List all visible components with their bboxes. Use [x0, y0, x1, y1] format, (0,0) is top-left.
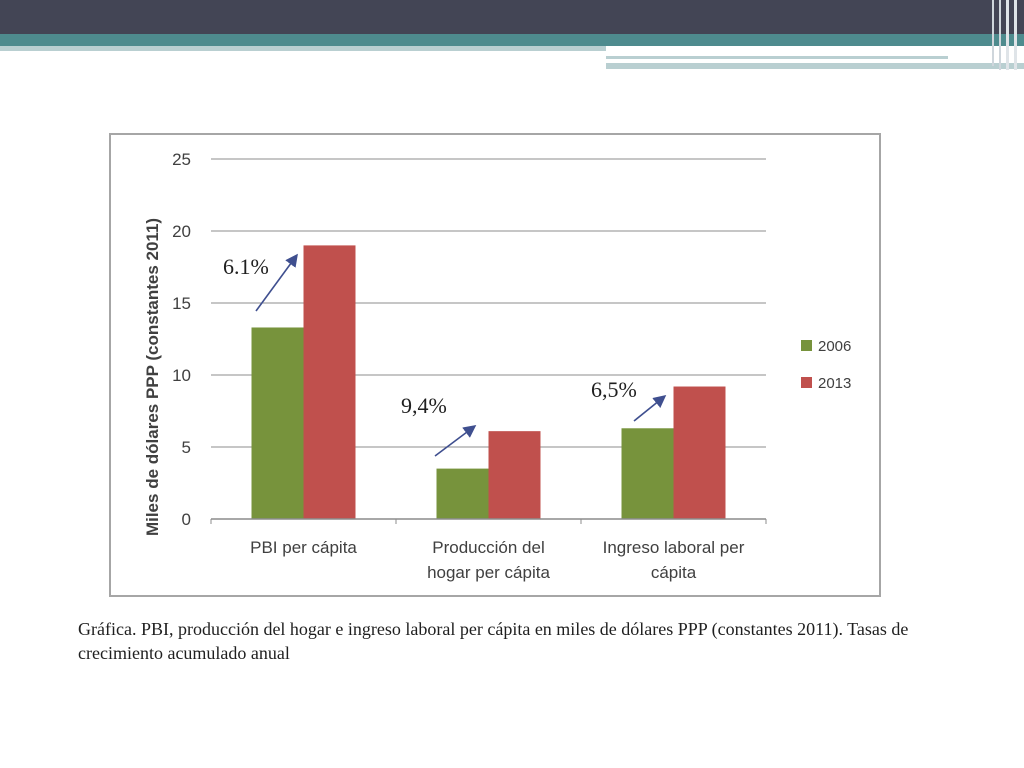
y-tick-label: 20 [172, 222, 191, 241]
x-category-label: PBI per cápita [250, 538, 357, 557]
bar-2006 [251, 327, 304, 519]
bar-2006 [621, 428, 674, 519]
header-edge-line-2 [999, 0, 1001, 70]
header-edge-line-1 [992, 0, 994, 66]
legend-swatch [801, 377, 812, 388]
legend: 2006 2013 [801, 338, 851, 392]
legend-label: 2006 [818, 338, 851, 355]
y-tick-label: 0 [182, 510, 191, 529]
chart-frame: 0 5 10 15 20 25 PBI per cápita Producción del ho… [109, 133, 881, 597]
growth-rate-label: 6,5% [591, 377, 637, 402]
growth-arrow [255, 253, 298, 312]
x-category-label: Ingreso laboral per [603, 538, 745, 557]
header-bar-light-left [0, 46, 606, 51]
growth-annotations: 6.1% 9,4% 6,5% [223, 253, 667, 457]
bar-chart: 0 5 10 15 20 25 PBI per cápita Producción del ho… [143, 150, 851, 582]
legend-swatch [801, 340, 812, 351]
bar-2013 [673, 386, 726, 519]
bar-2013 [488, 431, 541, 519]
header-stripe-2 [606, 63, 1024, 69]
x-category-label: hogar per cápita [427, 563, 550, 582]
figure-caption: Gráfica. PBI, producción del hogar e ing… [78, 619, 909, 663]
header-edge-line-4 [1014, 0, 1017, 70]
growth-rate-label: 9,4% [401, 393, 447, 418]
header-bar-light-right [606, 46, 1024, 52]
y-tick-label: 25 [172, 150, 191, 169]
growth-arrow [633, 394, 667, 422]
header-edge-line-3 [1006, 0, 1009, 70]
y-tick-label: 5 [182, 438, 191, 457]
x-category-label: Producción del [432, 538, 544, 557]
legend-label: 2013 [818, 375, 851, 392]
y-tick-label: 10 [172, 366, 191, 385]
bar-2006 [436, 468, 489, 519]
y-axis-label: Miles de dólares PPP (constantes 2011) [143, 218, 162, 536]
header-bar-dark [0, 0, 1024, 34]
growth-rate-label: 6.1% [223, 254, 269, 279]
header-bar-teal [0, 34, 1024, 46]
x-category-label: cápita [651, 563, 697, 582]
growth-arrow [434, 425, 477, 457]
header-stripe-1 [606, 56, 948, 59]
bar-2013 [303, 245, 356, 519]
y-tick-label: 15 [172, 294, 191, 313]
